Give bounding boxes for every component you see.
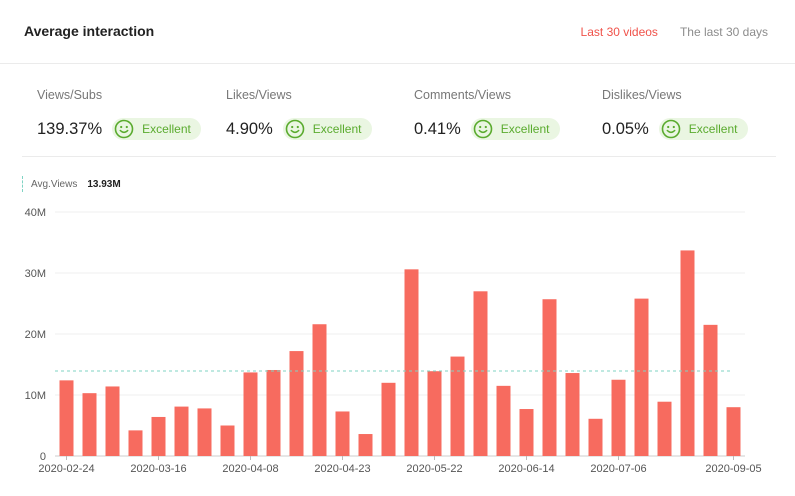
x-tick-label: 2020-07-06 <box>590 463 646 475</box>
bar <box>565 373 580 456</box>
bar <box>427 371 442 456</box>
bar <box>289 351 304 456</box>
y-tick-label: 30M <box>25 268 46 280</box>
tab-last-30-days[interactable]: The last 30 days <box>679 25 768 39</box>
bar <box>542 299 557 456</box>
bar <box>82 393 97 456</box>
x-tick-label: 2020-09-05 <box>705 463 761 475</box>
metric-label: Comments/Views <box>414 88 512 102</box>
smile-icon <box>661 119 681 139</box>
tab-last-30-videos[interactable]: Last 30 videos <box>580 25 658 39</box>
bar <box>703 324 718 456</box>
page-title: Average interaction <box>24 23 155 39</box>
bar <box>128 430 143 456</box>
bar <box>634 298 649 456</box>
x-tick-label: 2020-04-23 <box>314 463 370 475</box>
bar <box>151 416 166 456</box>
bar <box>105 386 120 456</box>
bar <box>197 408 212 456</box>
bar <box>312 324 327 456</box>
bar <box>220 425 235 456</box>
bar <box>59 380 74 456</box>
bar <box>174 406 189 456</box>
x-tick-label: 2020-05-22 <box>406 463 462 475</box>
metric-value: 4.90% <box>226 119 273 138</box>
x-tick-label: 2020-03-16 <box>130 463 186 475</box>
metric-value: 139.37% <box>37 119 103 138</box>
y-tick-label: 20M <box>25 329 46 341</box>
y-tick-label: 10M <box>25 390 46 402</box>
rating-text: Excellent <box>688 122 738 136</box>
smile-icon <box>285 119 305 139</box>
rating-badge: Excellent <box>282 118 372 140</box>
bar <box>473 291 488 456</box>
bar <box>588 418 603 456</box>
header: Average interaction Last 30 videos The l… <box>0 0 795 64</box>
bar <box>611 379 626 456</box>
bar <box>404 269 419 456</box>
rating-badge: Excellent <box>470 118 560 140</box>
metric-label: Dislikes/Views <box>602 88 682 102</box>
x-tick-label: 2020-04-08 <box>222 463 278 475</box>
bar <box>243 372 258 456</box>
rating-text: Excellent <box>142 122 191 136</box>
bar <box>358 434 373 456</box>
metric-value: 0.05% <box>602 119 649 138</box>
rating-text: Excellent <box>500 122 550 136</box>
bar <box>450 356 465 456</box>
bar <box>657 401 672 456</box>
metric-label: Views/Subs <box>37 88 103 102</box>
time-range-tabs: Last 30 videos The last 30 days <box>581 25 768 39</box>
x-tick-label: 2020-02-24 <box>38 463 94 475</box>
smile-icon <box>473 119 493 139</box>
bar <box>496 385 511 456</box>
rating-badge: Excellent <box>112 118 201 140</box>
y-tick-label: 0 <box>40 451 46 463</box>
metric-value: 0.41% <box>414 119 461 138</box>
smile-icon <box>114 119 134 139</box>
bar <box>381 382 396 456</box>
average-views-legend: Avg.Views 13.93M <box>22 176 121 192</box>
y-tick-label: 40M <box>25 207 46 219</box>
bar <box>266 369 281 456</box>
views-bar-chart: 0 10M 20M 30M 40M 2020-02-24 2020-03-16 2020-04… <box>25 207 762 475</box>
legend-label: Avg.Views <box>31 178 78 190</box>
bar <box>680 250 695 456</box>
metric-label: Likes/Views <box>226 88 292 102</box>
x-tick-label: 2020-06-14 <box>498 463 554 475</box>
bar <box>335 411 350 456</box>
rating-badge: Excellent <box>658 118 748 140</box>
metrics-row: Views/Subs 139.37% Excellent Likes/Views… <box>22 64 776 157</box>
bar <box>519 409 534 456</box>
legend-value: 13.93M <box>87 178 121 190</box>
bar <box>726 407 741 456</box>
rating-text: Excellent <box>312 122 362 136</box>
